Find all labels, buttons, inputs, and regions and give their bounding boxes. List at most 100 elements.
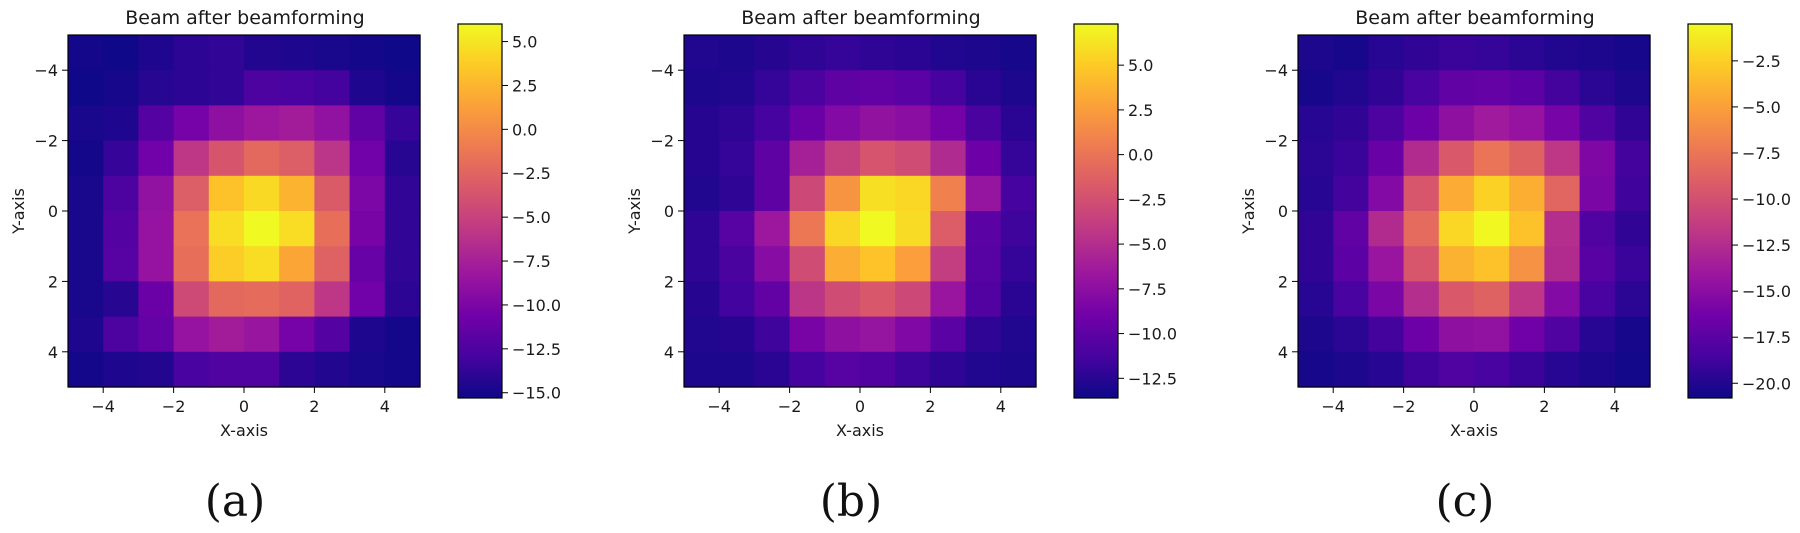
x-tick-label: −4: [91, 397, 115, 416]
heatmap-cell: [68, 70, 104, 106]
heatmap-cell: [68, 140, 104, 177]
heatmap-cell: [103, 316, 139, 353]
x-tick-label: −4: [707, 397, 731, 416]
x-tick-label: 0: [855, 397, 865, 416]
heatmap-cell: [138, 351, 175, 388]
heatmap-cell: [103, 70, 139, 106]
heatmap-cell: [965, 175, 1002, 212]
heatmap-cell: [244, 175, 280, 212]
heatmap-cell: [1298, 105, 1334, 142]
colorbar-tick-label: −10.0: [512, 296, 561, 315]
heatmap-cell: [384, 140, 421, 177]
colorbar-tick-label: −5.0: [1128, 235, 1167, 254]
colorbar-tick-label: 2.5: [1128, 101, 1153, 120]
heatmap-cell: [719, 175, 755, 212]
y-axis-label: Y-axis: [625, 188, 644, 235]
x-tick-label: −4: [1321, 397, 1345, 416]
heatmap-cell: [1368, 281, 1405, 318]
heatmap-cell: [684, 35, 720, 71]
heatmap-cell: [1544, 316, 1581, 353]
heatmap-cell: [68, 351, 104, 388]
heatmap-cell: [930, 246, 967, 282]
heatmap-cell: [684, 175, 720, 212]
heatmap-cell: [1579, 281, 1616, 318]
heatmap-cell: [1614, 140, 1651, 177]
heatmap-cell: [754, 211, 791, 247]
panel-caption: (a): [205, 476, 266, 527]
heatmap-cell: [68, 281, 104, 318]
heatmap-cell: [719, 351, 755, 388]
colorbar-tick-label: −2.5: [1128, 190, 1167, 209]
heatmap-cell: [349, 35, 386, 71]
y-axis-ticks: −4 −2 0 2 4: [650, 61, 684, 362]
colorbar-ticks: −12.5 −10.0 −7.5 −5.0 −2.5 0.0 2.5 5.0: [1118, 56, 1177, 388]
colorbar: [1687, 23, 1733, 399]
chart-title: Beam after beamforming: [125, 7, 365, 29]
heatmap-cell: [208, 211, 245, 247]
heatmap-cell: [1474, 70, 1510, 106]
heatmap-cell: [1438, 316, 1475, 353]
heatmap-cell: [279, 105, 315, 142]
colorbar-tick-label: −5.0: [512, 208, 551, 227]
heatmap-cell: [1333, 281, 1369, 318]
heatmap-cell: [930, 105, 967, 142]
heatmap-cell: [860, 105, 896, 142]
heatmap-cell: [824, 140, 861, 177]
heatmap-cell: [1579, 316, 1616, 353]
x-tick-label: −2: [778, 397, 802, 416]
heatmap-cell: [895, 70, 931, 106]
heatmap-cell: [1333, 351, 1369, 388]
heatmap-cell: [789, 211, 826, 247]
heatmap-cell: [719, 211, 755, 247]
heatmap-cell: [684, 246, 720, 282]
heatmap-cell: [930, 35, 967, 71]
heatmap-cell: [789, 316, 826, 353]
heatmap-cell: [789, 246, 826, 282]
heatmap-cell: [1474, 246, 1510, 282]
heatmap-cell: [1544, 211, 1581, 247]
heatmap-cell: [138, 140, 175, 177]
heatmap-cell: [684, 281, 720, 318]
heatmap-cell: [719, 35, 755, 71]
heatmap-cell: [1298, 351, 1334, 388]
heatmap-cell: [684, 105, 720, 142]
heatmap-cell: [1438, 35, 1475, 71]
heatmap-cell: [895, 246, 931, 282]
x-tick-label: −2: [1392, 397, 1416, 416]
heatmap-cell: [754, 175, 791, 212]
heatmap-cell: [1438, 211, 1475, 247]
heatmap-cell: [349, 316, 386, 353]
heatmap-cell: [349, 105, 386, 142]
heatmap-cell: [279, 316, 315, 353]
heatmap-cell: [279, 140, 315, 177]
heatmap-cell: [103, 246, 139, 282]
heatmap-cell: [965, 316, 1002, 353]
heatmap-cell: [138, 316, 175, 353]
heatmap-cell: [824, 281, 861, 318]
heatmap-cell: [1403, 140, 1440, 177]
heatmap-cell: [1579, 175, 1616, 212]
heatmap-cell: [138, 281, 175, 318]
heatmap-cell: [719, 246, 755, 282]
heatmap-cell: [1614, 246, 1651, 282]
heatmap-cell: [1403, 351, 1440, 388]
colorbar-ticks: −15.0 −12.5 −10.0 −7.5 −5.0 −2.5 0.0 2.5 5.0: [502, 33, 561, 403]
y-tick-label: 4: [48, 343, 58, 362]
heatmap-cell: [1000, 175, 1037, 212]
heatmap-cell: [965, 35, 1002, 71]
colorbar-tick-label: 0.0: [512, 120, 537, 139]
x-tick-label: 4: [996, 397, 1006, 416]
heatmap-cell: [68, 246, 104, 282]
heatmap-cell: [684, 70, 720, 106]
y-tick-label: −4: [650, 61, 674, 80]
heatmap-cell: [244, 281, 280, 318]
panel-caption: (c): [1436, 476, 1495, 527]
heatmap-cell: [384, 175, 421, 212]
y-axis-label: Y-axis: [1239, 188, 1258, 235]
heatmap-cell: [719, 281, 755, 318]
colorbar-tick-label: −7.5: [512, 252, 551, 271]
heatmap-cell: [173, 246, 210, 282]
heatmap-cell: [1298, 35, 1334, 71]
colorbar-tick-label: −5.0: [1742, 98, 1781, 117]
heatmap-cell: [314, 211, 351, 247]
